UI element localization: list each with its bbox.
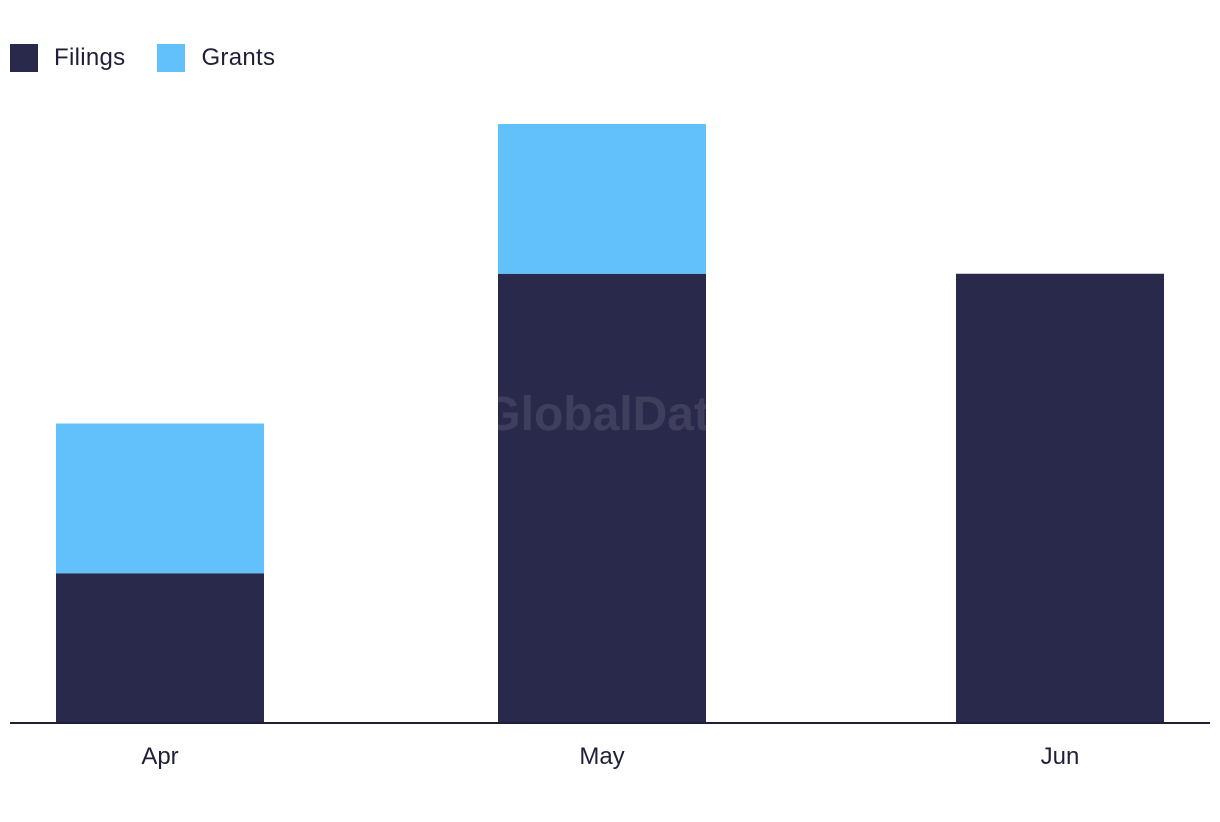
legend-swatch-grants [157, 44, 186, 72]
bar-grants-may [498, 124, 706, 274]
x-tick-label-may: May [579, 743, 624, 770]
chart-legend: Filings Grants [10, 44, 307, 72]
legend-item-filings: Filings [10, 44, 125, 72]
x-tick-label-jun: Jun [1041, 743, 1080, 770]
watermark: GlobalData [483, 388, 737, 441]
bar-grants-apr [56, 423, 264, 574]
bars-layer [56, 124, 1164, 723]
x-tick-label-apr: Apr [141, 743, 178, 770]
x-tick-labels: Apr May Jun [141, 743, 1079, 770]
bar-filings-jun [956, 273, 1164, 723]
bar-filings-apr [56, 573, 264, 723]
bar-filings-may [498, 273, 706, 723]
legend-label-grants: Grants [201, 44, 276, 71]
legend-swatch-filings [10, 44, 38, 72]
legend-label-filings: Filings [54, 44, 126, 71]
legend-item-grants: Grants [157, 44, 275, 72]
